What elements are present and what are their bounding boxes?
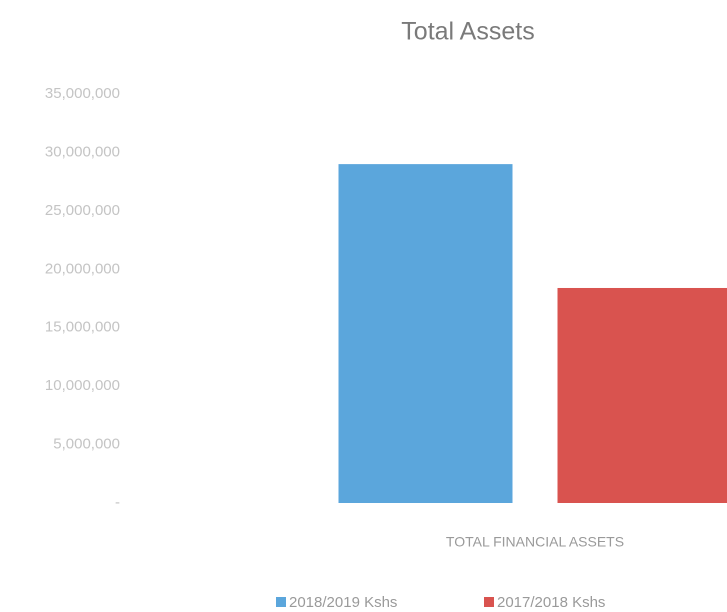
- legend-swatch: [276, 597, 286, 607]
- bar: [338, 164, 513, 503]
- bar: [557, 287, 727, 503]
- legend-label: 2018/2019 Kshs: [289, 594, 397, 611]
- y-tick-label: 15,000,000: [45, 319, 120, 336]
- y-tick-label: 20,000,000: [45, 260, 120, 277]
- y-tick-label: 10,000,000: [45, 377, 120, 394]
- y-tick-label: -: [115, 494, 120, 511]
- y-tick-label: 5,000,000: [53, 436, 120, 453]
- legend-label: 2017/2018 Kshs: [497, 594, 605, 611]
- y-tick-label: 25,000,000: [45, 202, 120, 219]
- chart-title: Total Assets: [401, 18, 534, 46]
- legend-swatch: [484, 597, 494, 607]
- y-tick-label: 30,000,000: [45, 143, 120, 160]
- x-tick-label: TOTAL FINANCIAL ASSETS: [446, 534, 624, 550]
- y-tick-label: 35,000,000: [45, 85, 120, 102]
